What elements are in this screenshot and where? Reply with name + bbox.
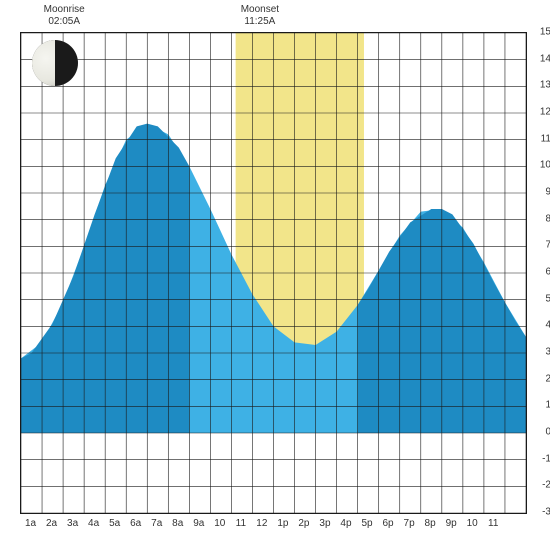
y-tick-label: 12 bbox=[540, 107, 550, 118]
x-tick-label: 5a bbox=[104, 518, 125, 529]
y-tick-label: 10 bbox=[540, 160, 550, 171]
x-tick-label: 11 bbox=[483, 518, 504, 529]
top-label-title: Moonrise bbox=[44, 4, 85, 15]
x-tick-label: 6a bbox=[125, 518, 146, 529]
top-label-time: 02:05A bbox=[34, 16, 94, 28]
y-tick-label: 14 bbox=[540, 53, 550, 64]
x-tick-label: 1a bbox=[20, 518, 41, 529]
moonrise-label: Moonrise02:05A bbox=[34, 4, 94, 28]
y-tick-label: -1 bbox=[542, 453, 550, 464]
y-tick-label: 5 bbox=[545, 293, 550, 304]
y-tick-label: 4 bbox=[545, 320, 550, 331]
y-tick-label: -3 bbox=[542, 507, 550, 518]
x-axis: 1a2a3a4a5a6a7a8a9a1011121p2p3p4p5p6p7p8p… bbox=[20, 518, 525, 529]
x-tick-label: 10 bbox=[462, 518, 483, 529]
x-tick-label: 9a bbox=[188, 518, 209, 529]
x-tick-label: 4a bbox=[83, 518, 104, 529]
moonset-label: Moonset11:25A bbox=[230, 4, 290, 28]
x-tick-label: 5p bbox=[357, 518, 378, 529]
y-tick-label: 0 bbox=[545, 427, 550, 438]
y-tick-label: 6 bbox=[545, 267, 550, 278]
y-tick-label: 3 bbox=[545, 347, 550, 358]
x-tick-label: 3a bbox=[62, 518, 83, 529]
x-tick-label: 6p bbox=[378, 518, 399, 529]
top-label-time: 11:25A bbox=[230, 16, 290, 28]
x-tick-label: 4p bbox=[335, 518, 356, 529]
y-tick-label: 9 bbox=[545, 187, 550, 198]
x-tick-label: 10 bbox=[209, 518, 230, 529]
y-tick-label: 1 bbox=[545, 400, 550, 411]
x-tick-label: 3p bbox=[314, 518, 335, 529]
y-tick-label: 2 bbox=[545, 373, 550, 384]
y-tick-label: 15 bbox=[540, 27, 550, 38]
x-tick-label: 11 bbox=[230, 518, 251, 529]
tide-chart: Moonrise02:05AMoonset11:25A -3-2-1012345… bbox=[0, 0, 550, 550]
plot-area bbox=[20, 32, 527, 514]
y-tick-label: 8 bbox=[545, 213, 550, 224]
y-tick-label: 11 bbox=[541, 133, 550, 144]
top-label-title: Moonset bbox=[241, 4, 279, 15]
y-tick-label: 13 bbox=[540, 80, 550, 91]
x-tick-label: 7p bbox=[399, 518, 420, 529]
y-tick-label: 7 bbox=[545, 240, 550, 251]
x-tick-label: 7a bbox=[146, 518, 167, 529]
top-labels: Moonrise02:05A Moonset11:25A bbox=[0, 4, 530, 32]
x-tick-label: 2a bbox=[41, 518, 62, 529]
y-tick-label: -2 bbox=[542, 480, 550, 491]
moon-phase-icon bbox=[32, 40, 78, 86]
x-tick-label: 9p bbox=[441, 518, 462, 529]
x-tick-label: 8p bbox=[420, 518, 441, 529]
x-tick-label: 2p bbox=[293, 518, 314, 529]
x-tick-label: 8a bbox=[167, 518, 188, 529]
x-tick-label: 1p bbox=[272, 518, 293, 529]
y-axis: -3-2-10123456789101112131415 bbox=[531, 32, 550, 512]
x-tick-label: 12 bbox=[251, 518, 272, 529]
